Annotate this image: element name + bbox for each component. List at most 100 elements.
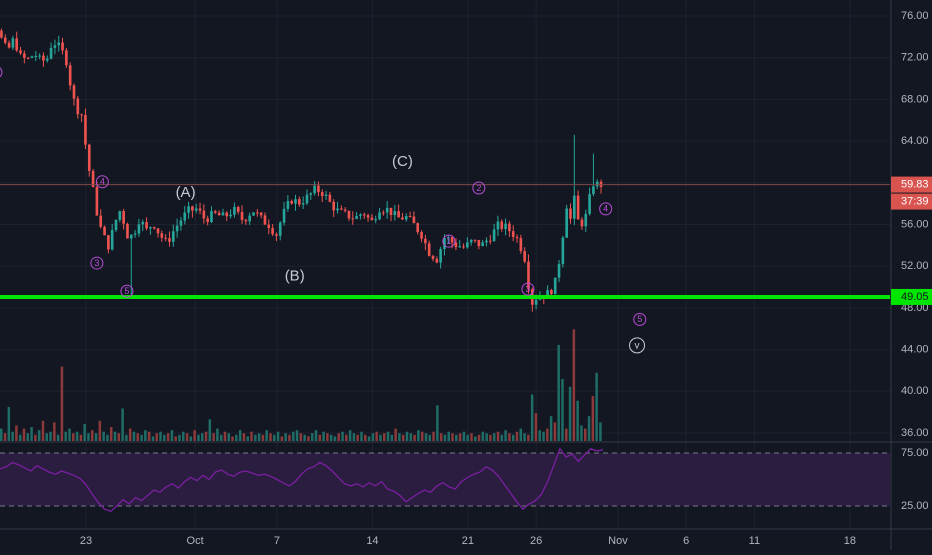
candle-down [19, 50, 22, 54]
volume-bar [125, 434, 128, 441]
volume-bar [242, 433, 246, 441]
volume-bar [591, 396, 595, 441]
volume-bar [174, 436, 177, 441]
wave-label: 5 [124, 286, 129, 296]
volume-bar [98, 420, 102, 441]
candle-up [385, 207, 389, 213]
volume-bar [439, 433, 443, 441]
candle-down [76, 98, 80, 115]
candle-down [80, 114, 83, 116]
volume-bar [197, 434, 200, 441]
candle-up [141, 222, 145, 225]
volume-bar [250, 431, 253, 441]
candle-up [443, 237, 446, 250]
candle-up [183, 212, 187, 221]
volume-bar [30, 427, 33, 441]
candle-up [11, 38, 15, 48]
volume-bar [208, 419, 212, 441]
candle-down [217, 212, 221, 216]
candle-down [416, 223, 420, 233]
candle-down [7, 42, 11, 48]
volume-bar [383, 433, 386, 441]
candle-down [401, 217, 404, 220]
candle-down [412, 216, 416, 224]
volume-bar [45, 433, 48, 441]
rsi-background-band [0, 453, 890, 506]
candle-down [206, 218, 209, 223]
volume-bar [273, 434, 276, 441]
volume-bar [147, 431, 151, 441]
volume-bar [310, 433, 314, 441]
candle-down [454, 242, 458, 248]
volume-bar [178, 434, 181, 441]
volume-bar [56, 434, 60, 441]
candle-down [42, 55, 45, 61]
volume-bar [314, 430, 318, 441]
candle-up [301, 203, 305, 205]
candle-down [408, 216, 412, 218]
candle-down [68, 65, 72, 86]
volume-bar [132, 431, 136, 441]
time-axis-label: 26 [530, 535, 542, 547]
volume-bar [508, 433, 511, 441]
volume-bar [276, 431, 280, 441]
volume-bar [303, 434, 306, 441]
time-axis-label: Oct [187, 535, 204, 547]
candle-up [34, 56, 38, 58]
volume-bar [136, 433, 140, 441]
candle-down [0, 30, 3, 38]
volume-bar [216, 428, 219, 441]
wave-label: 2 [476, 183, 481, 193]
candle-up [305, 194, 309, 204]
candle-down [473, 239, 477, 241]
volume-bar [193, 430, 196, 441]
candle-down [256, 212, 259, 214]
candle-up [282, 208, 286, 223]
volume-bar [527, 434, 530, 441]
price-axis-label: 76.00 [901, 10, 929, 22]
candle-down [527, 261, 530, 290]
volume-bar [140, 434, 143, 441]
candle-down [290, 201, 294, 204]
candle-down [424, 238, 427, 244]
candle-down [420, 232, 423, 239]
candle-up [592, 186, 595, 195]
axes: 76.0072.0068.0064.0060.0056.0052.0048.00… [80, 10, 932, 547]
volume-bar [117, 433, 121, 441]
candle-down [515, 236, 519, 239]
volume-bar [91, 430, 94, 441]
candle-up [233, 206, 236, 215]
candle-down [61, 42, 64, 51]
volume-bar [159, 431, 162, 441]
volume-bar [182, 431, 185, 441]
price-axis-label: 68.00 [901, 93, 929, 105]
volume-bar [280, 436, 284, 441]
volume-bar [246, 436, 249, 441]
volume-bar [595, 372, 598, 441]
candle-down [351, 218, 355, 220]
rsi-indicator [0, 447, 604, 513]
volume-bar [500, 434, 504, 441]
volume-bar [492, 433, 496, 441]
volume-bar [496, 431, 500, 441]
wave-label-circle [0, 67, 3, 78]
volume-bar [481, 431, 485, 441]
candle-down [244, 219, 248, 222]
volume-bar [417, 430, 420, 441]
volume-bar [538, 430, 541, 441]
volume-bar [18, 434, 22, 441]
wave-label: (A) [176, 184, 196, 201]
volume-bar [546, 428, 549, 441]
candle-down [198, 208, 202, 211]
volume-bar [352, 433, 356, 441]
candle-down [156, 228, 160, 234]
candle-up [118, 211, 122, 220]
candle-up [194, 208, 198, 211]
candle-down [450, 237, 454, 243]
volume-bar [49, 431, 52, 441]
candle-down [523, 251, 526, 262]
